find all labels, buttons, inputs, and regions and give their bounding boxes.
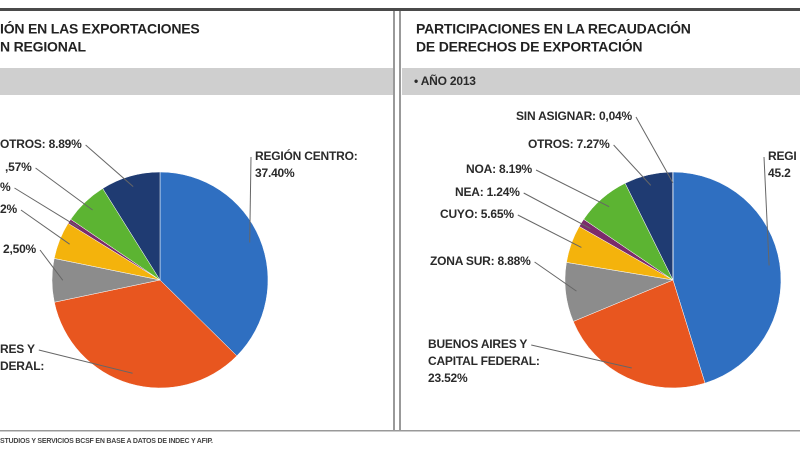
slice-label: SIN ASIGNAR: 0,04% xyxy=(516,109,633,123)
slice-label: RES Y xyxy=(0,342,35,356)
slice-label: CUYO: 5.65% xyxy=(440,207,514,221)
slice-label: ZONA SUR: 8.88% xyxy=(430,254,531,268)
pie-slice xyxy=(54,279,238,389)
chart-title: PARTICIPACIONES EN LA RECAUDACIÓN xyxy=(416,20,691,37)
pie-slice xyxy=(102,171,161,281)
divider xyxy=(399,11,401,431)
leader-line xyxy=(38,349,133,374)
leader-line xyxy=(613,144,652,186)
slice-label: NEA: 1.24% xyxy=(455,185,520,199)
divider xyxy=(393,11,395,431)
bottom-rule xyxy=(0,430,800,432)
chart-title: N REGIONAL xyxy=(0,39,87,55)
leader-line xyxy=(531,344,632,369)
source: STUDIOS Y SERVICIOS BCSF EN BASE A DATOS… xyxy=(0,438,213,445)
band xyxy=(402,68,800,95)
chart-title: DE DERECHOS DE EXPORTACIÓN xyxy=(416,38,642,55)
slice-label: % xyxy=(0,180,11,194)
slice-label: BUENOS AIRES Y xyxy=(428,337,527,351)
leader-line xyxy=(535,169,610,208)
slice-label: 37.40% xyxy=(255,166,295,180)
leader-line xyxy=(20,209,70,245)
leader-line xyxy=(249,156,252,243)
leader-line xyxy=(534,261,577,292)
slice-label: DERAL: xyxy=(0,359,44,373)
slice-label: CAPITAL FEDERAL: xyxy=(428,354,540,368)
slice-label: OTROS: 8.89% xyxy=(0,137,82,151)
chart-title: IÓN EN LAS EXPORTACIONES xyxy=(0,20,200,37)
slice-label: 2,50% xyxy=(3,242,37,256)
leader-line xyxy=(517,214,582,248)
leader-line xyxy=(14,187,79,228)
slice-label: 45.2 xyxy=(768,166,791,180)
slice-label: REGIÓN CENTRO: xyxy=(255,148,358,163)
pie-slice xyxy=(572,279,706,389)
band xyxy=(0,68,393,95)
leader-line xyxy=(39,249,64,281)
slice-label: 2% xyxy=(0,202,17,216)
pie-slice xyxy=(672,171,782,384)
pie-slice xyxy=(159,171,269,357)
slice-label: REGI xyxy=(768,149,797,163)
leader-line xyxy=(35,167,93,211)
leader-line xyxy=(763,156,770,266)
leader-line xyxy=(523,192,591,229)
slice-label: NOA: 8.19% xyxy=(466,162,533,176)
leader-line xyxy=(635,116,674,184)
slice-label: OTROS: 7.27% xyxy=(528,137,610,151)
slice-label: 23.52% xyxy=(428,371,468,385)
slice-label: ,57% xyxy=(5,160,32,174)
subtitle: • AÑO 2013 xyxy=(414,73,476,88)
top-rule xyxy=(0,8,800,11)
leader-line xyxy=(85,144,134,187)
